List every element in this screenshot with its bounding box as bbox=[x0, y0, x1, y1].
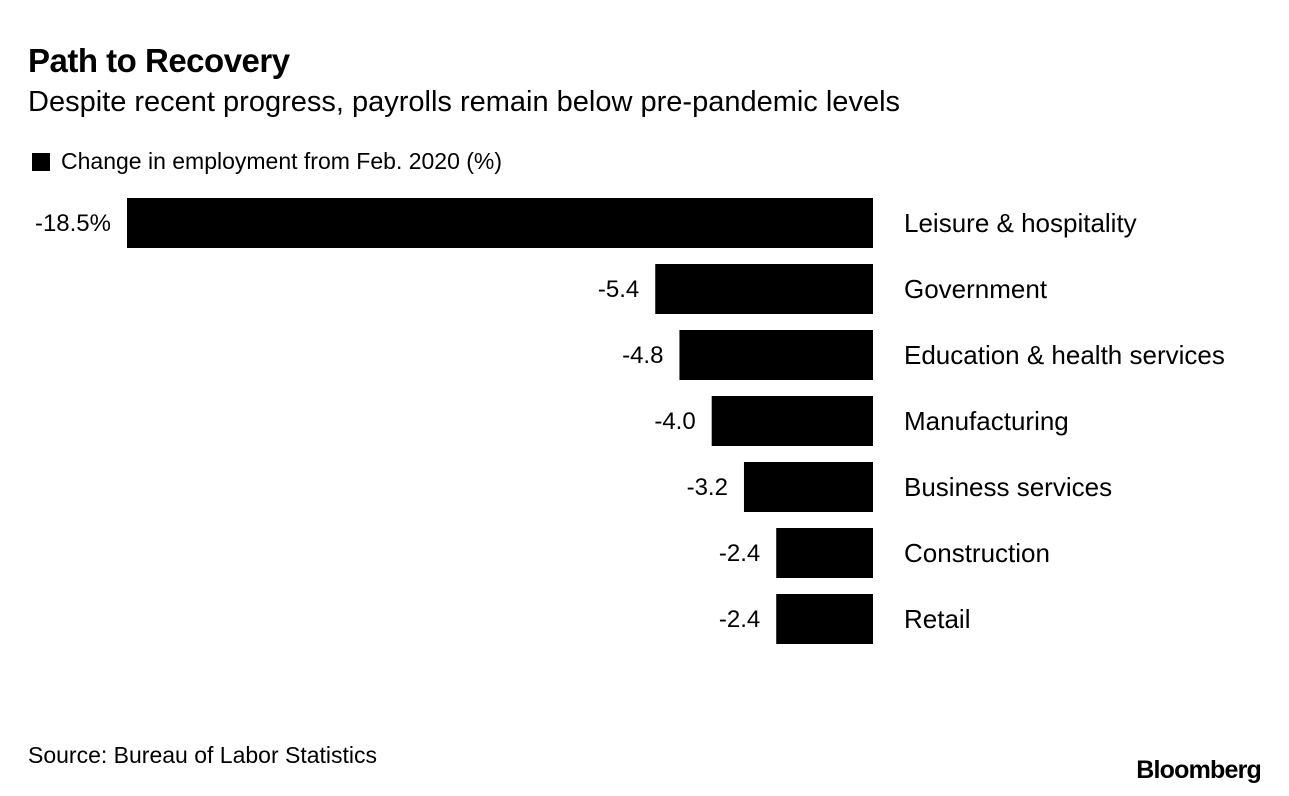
bar bbox=[711, 396, 873, 446]
bar bbox=[127, 198, 873, 248]
bar bbox=[679, 330, 873, 380]
bar bbox=[776, 528, 873, 578]
value-label: -4.0 bbox=[654, 408, 695, 435]
value-label: -3.2 bbox=[687, 474, 728, 501]
legend-swatch bbox=[32, 152, 50, 171]
category-label: Education & health services bbox=[904, 340, 1225, 370]
chart-title: Path to Recovery bbox=[28, 42, 290, 79]
bar bbox=[776, 594, 873, 644]
category-label: Business services bbox=[904, 472, 1112, 502]
value-label: -2.4 bbox=[719, 606, 760, 633]
value-label: -4.8 bbox=[622, 342, 663, 369]
value-label: -2.4 bbox=[719, 540, 760, 567]
category-label: Retail bbox=[904, 604, 970, 634]
value-label: -5.4 bbox=[598, 276, 639, 303]
category-label: Leisure & hospitality bbox=[904, 208, 1137, 238]
legend: Change in employment from Feb. 2020 (%) bbox=[32, 148, 502, 175]
bar bbox=[743, 462, 873, 512]
bloomberg-logo: Bloomberg bbox=[1136, 756, 1262, 784]
category-label: Manufacturing bbox=[904, 406, 1069, 436]
chart-subtitle: Despite recent progress, payrolls remain… bbox=[28, 86, 901, 118]
category-label: Government bbox=[904, 274, 1048, 304]
value-label: -18.5% bbox=[35, 210, 111, 237]
bar bbox=[655, 264, 873, 314]
category-label: Construction bbox=[904, 538, 1050, 568]
source-note: Source: Bureau of Labor Statistics bbox=[28, 742, 378, 768]
legend-label: Change in employment from Feb. 2020 (%) bbox=[61, 148, 503, 174]
